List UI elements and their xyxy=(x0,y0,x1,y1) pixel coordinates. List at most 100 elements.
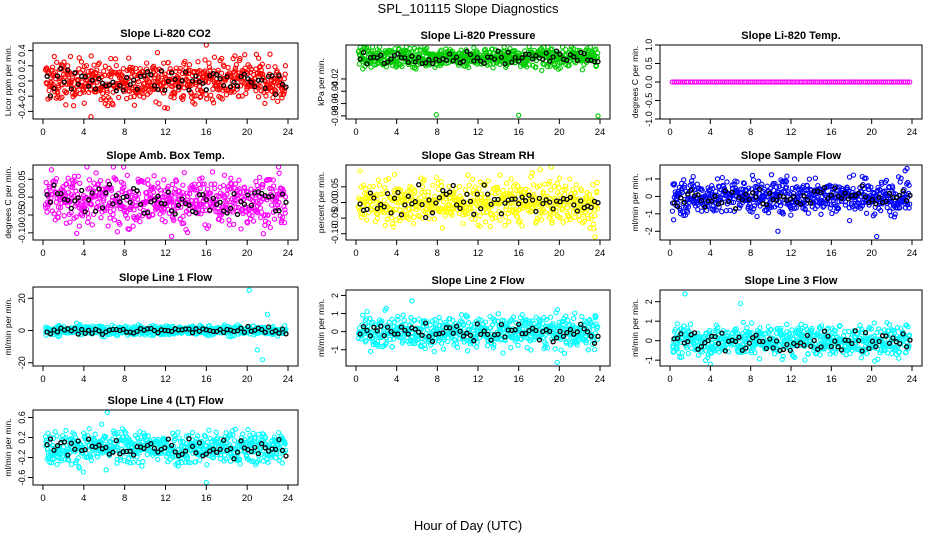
data-point xyxy=(161,60,167,66)
data-point xyxy=(94,67,100,73)
data-point xyxy=(262,100,268,107)
data-point xyxy=(145,177,151,183)
black-point xyxy=(422,60,429,66)
data-point xyxy=(407,211,414,217)
black-point xyxy=(543,50,549,56)
data-point xyxy=(400,312,406,318)
data-point xyxy=(128,94,134,100)
data-point xyxy=(395,316,401,323)
y-tick-label: -20 xyxy=(17,356,27,369)
panel-3: Slope Li-820 Temp.0 4 8 12 16 20 24-1.0-0.50.0… xyxy=(630,30,923,138)
data-point xyxy=(231,89,237,95)
data-point xyxy=(265,85,271,91)
data-point xyxy=(129,65,136,71)
x-tick-label: 0 xyxy=(40,374,45,385)
black-point xyxy=(75,81,81,87)
data-point xyxy=(63,102,69,108)
data-point xyxy=(105,223,111,229)
black-point xyxy=(384,59,391,65)
data-point xyxy=(85,215,92,221)
black-point xyxy=(110,79,116,85)
data-point xyxy=(104,89,110,96)
data-point xyxy=(93,170,99,176)
x-tick-label: 8 xyxy=(122,127,127,138)
data-point xyxy=(186,62,193,68)
data-point xyxy=(424,327,431,333)
data-point xyxy=(152,85,159,92)
data-point xyxy=(234,86,240,92)
black-point xyxy=(750,190,756,196)
y-axis-label: Licor ppm per min. xyxy=(3,46,13,116)
panel-title: Slope Gas Stream RH xyxy=(421,150,534,162)
data-point xyxy=(754,213,760,220)
x-tick-label: 20 xyxy=(242,248,253,259)
x-tick-label: 24 xyxy=(907,127,918,138)
data-point xyxy=(281,91,287,97)
data-point xyxy=(497,217,503,223)
black-point xyxy=(395,189,401,196)
data-point xyxy=(84,164,90,170)
scatter-series xyxy=(669,165,913,240)
black-point xyxy=(106,181,113,188)
data-point xyxy=(253,51,260,58)
black-point xyxy=(89,77,95,83)
y-axis: -0.10-0.050.000.05 xyxy=(330,178,346,244)
data-point xyxy=(556,175,563,181)
black-point xyxy=(158,68,164,74)
data-point xyxy=(165,59,171,66)
x-tick-label: 4 xyxy=(81,374,86,385)
black-point xyxy=(231,79,237,85)
scatter-series xyxy=(669,79,913,85)
black-point xyxy=(502,61,508,67)
data-point xyxy=(155,180,161,186)
black-point xyxy=(127,81,133,88)
y-tick-label: 0.0 xyxy=(17,75,27,88)
x-tick-label: 24 xyxy=(283,374,294,385)
black-point xyxy=(92,86,99,92)
x-tick-label: 4 xyxy=(81,248,86,259)
data-point xyxy=(440,346,447,352)
data-point xyxy=(74,230,80,237)
data-point xyxy=(275,164,282,170)
black-point xyxy=(58,65,64,72)
data-point xyxy=(563,47,569,53)
data-point xyxy=(156,101,162,107)
data-point xyxy=(210,100,217,106)
data-point xyxy=(818,211,824,217)
y-tick-label: 0 xyxy=(17,328,27,333)
scatter-series xyxy=(355,164,601,240)
data-point xyxy=(364,308,370,315)
black-point xyxy=(96,76,102,82)
data-point xyxy=(77,180,83,186)
data-point xyxy=(281,76,287,82)
y-axis: -0.4-0.20.00.20.4 xyxy=(17,44,33,119)
data-point xyxy=(466,182,472,188)
data-point xyxy=(255,55,262,61)
x-tick-label: 16 xyxy=(201,127,212,138)
data-point xyxy=(131,102,138,108)
y-tick-label: -0.05 xyxy=(17,205,27,226)
black-point xyxy=(595,58,601,65)
data-point xyxy=(768,172,775,178)
data-point xyxy=(272,64,278,70)
data-point xyxy=(45,70,51,76)
black-point xyxy=(68,86,74,92)
data-point xyxy=(98,214,104,221)
x-tick-label: 24 xyxy=(283,127,294,138)
data-point xyxy=(242,52,248,58)
data-point xyxy=(233,62,239,68)
data-point xyxy=(225,64,231,71)
data-point xyxy=(110,211,116,218)
black-point xyxy=(443,57,449,63)
data-point xyxy=(124,172,130,179)
x-tick-label: 0 xyxy=(353,248,358,259)
black-point xyxy=(234,83,241,89)
black-point xyxy=(217,199,223,205)
data-point xyxy=(497,172,503,178)
data-point xyxy=(784,173,790,179)
data-point xyxy=(63,89,70,95)
black-point xyxy=(155,86,161,93)
black-point xyxy=(103,190,109,196)
data-point xyxy=(389,215,395,221)
